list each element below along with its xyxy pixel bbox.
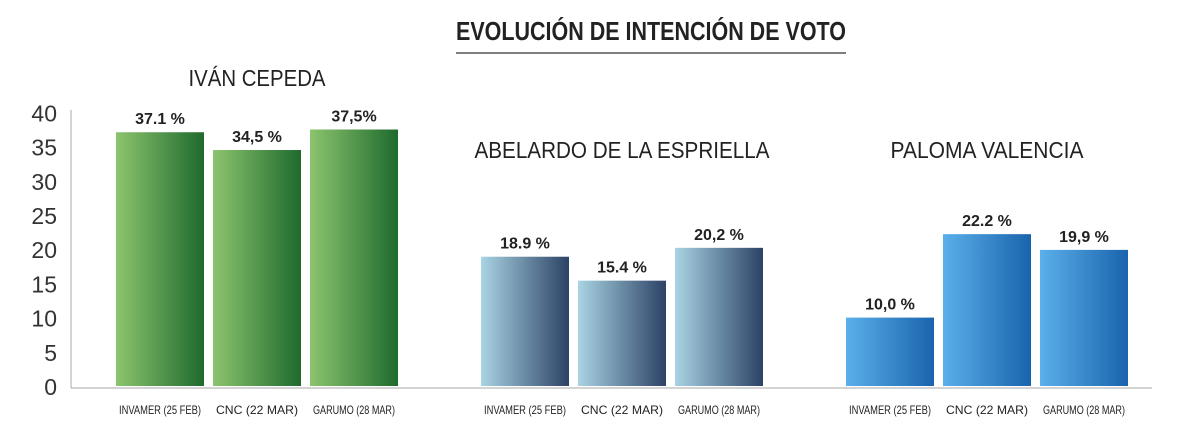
- chart-title: EVOLUCIÓN DE INTENCIÓN DE VOTO: [456, 16, 846, 46]
- x-category-label: INVAMER (25 FEB): [484, 403, 566, 417]
- bar-value-label: 10,0 %: [865, 297, 915, 314]
- bar: [675, 247, 763, 386]
- y-tick-label: 15: [31, 271, 57, 297]
- y-axis-ticks: 0 5 10 15 20 25 30 35 40: [31, 100, 57, 400]
- x-category-label: CNC (22 MAR): [581, 403, 663, 417]
- bar: [943, 234, 1031, 386]
- bar-value-label: 22.2 %: [962, 213, 1012, 230]
- x-category-label: INVAMER (25 FEB): [849, 403, 931, 417]
- x-category-label: INVAMER (25 FEB): [119, 403, 201, 417]
- y-tick-label: 35: [31, 135, 57, 161]
- y-tick-label: 30: [31, 169, 57, 195]
- bar: [310, 129, 398, 386]
- bar-group: PALOMA VALENCIA 10,0 % INVAMER (25 FEB) 22.…: [846, 137, 1128, 417]
- bar: [213, 150, 301, 386]
- bar: [1040, 249, 1128, 386]
- x-category-label: CNC (22 MAR): [216, 403, 298, 417]
- x-category-label: CNC (22 MAR): [946, 403, 1028, 417]
- candidate-name: PALOMA VALENCIA: [891, 137, 1085, 163]
- bar-groups: IVÁN CEPEDA 37.1 % INVAMER (25 FEB) 34,5 % C…: [116, 65, 1128, 417]
- bar: [116, 132, 204, 386]
- x-category-label: GARUMO (28 MAR): [678, 403, 760, 417]
- bar-value-label: 37.1 %: [135, 111, 185, 128]
- y-tick-label: 25: [31, 203, 57, 229]
- bar-value-label: 15.4 %: [597, 260, 647, 277]
- bar: [846, 317, 934, 386]
- bar-value-label: 34,5 %: [232, 129, 282, 146]
- candidate-name: ABELARDO DE LA ESPRIELLA: [475, 137, 771, 163]
- y-tick-label: 5: [44, 340, 57, 366]
- bar-value-label: 19,9 %: [1059, 229, 1109, 246]
- y-tick-label: 40: [31, 100, 57, 126]
- bar-value-label: 18.9 %: [500, 236, 550, 253]
- bar-value-label: 20,2 %: [694, 227, 744, 244]
- y-tick-label: 0: [44, 374, 57, 400]
- bar: [578, 280, 666, 386]
- bar-value-label: 37,5%: [331, 109, 376, 126]
- candidate-name: IVÁN CEPEDA: [189, 65, 327, 91]
- x-category-label: GARUMO (28 MAR): [313, 403, 395, 417]
- bar-group: ABELARDO DE LA ESPRIELLA 18.9 % INVAMER (2…: [475, 137, 771, 417]
- bar: [481, 256, 569, 386]
- x-category-label: GARUMO (28 MAR): [1043, 403, 1125, 417]
- y-tick-label: 10: [31, 306, 57, 332]
- y-tick-label: 20: [31, 237, 57, 263]
- bar-group: IVÁN CEPEDA 37.1 % INVAMER (25 FEB) 34,5 % C…: [116, 65, 398, 417]
